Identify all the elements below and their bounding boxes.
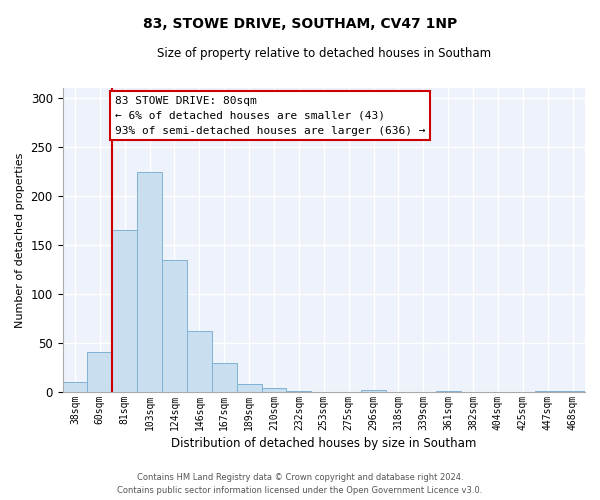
Bar (137, 172, 162, 392)
Bar (162, 260, 187, 392)
Bar (262, 388, 286, 392)
Bar (88, 352, 112, 392)
Text: Contains HM Land Registry data © Crown copyright and database right 2024.
Contai: Contains HM Land Registry data © Crown c… (118, 474, 482, 495)
Bar (560, 391, 585, 392)
Bar (361, 390, 386, 392)
Bar (187, 331, 212, 392)
Bar (286, 391, 311, 392)
Bar (436, 391, 461, 392)
Bar (112, 230, 137, 392)
Title: Size of property relative to detached houses in Southam: Size of property relative to detached ho… (157, 48, 491, 60)
Text: 83 STOWE DRIVE: 80sqm
← 6% of detached houses are smaller (43)
93% of semi-detac: 83 STOWE DRIVE: 80sqm ← 6% of detached h… (115, 96, 425, 136)
Bar (535, 391, 560, 392)
Bar (62, 382, 88, 392)
Y-axis label: Number of detached properties: Number of detached properties (15, 152, 25, 328)
X-axis label: Distribution of detached houses by size in Southam: Distribution of detached houses by size … (171, 437, 476, 450)
Text: 83, STOWE DRIVE, SOUTHAM, CV47 1NP: 83, STOWE DRIVE, SOUTHAM, CV47 1NP (143, 18, 457, 32)
Bar (212, 362, 236, 392)
Bar (236, 384, 262, 392)
